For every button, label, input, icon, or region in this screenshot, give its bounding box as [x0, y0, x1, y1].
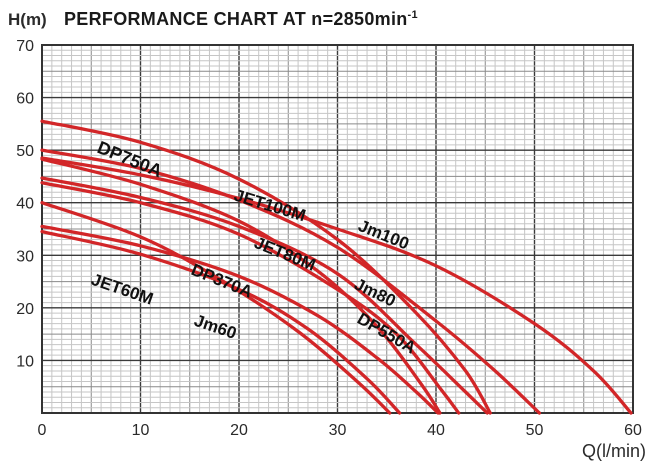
y-tick-label: 70 — [16, 38, 34, 55]
y-tick-label: 50 — [16, 143, 34, 160]
curve-DP750A — [40, 119, 492, 415]
y-tick-label: 20 — [16, 301, 34, 318]
curve-Jm60 — [40, 229, 402, 415]
x-tick-label: 30 — [329, 422, 347, 439]
curve-JET60M — [40, 224, 440, 415]
x-tick-label: 40 — [427, 422, 445, 439]
curve-Jm80 — [40, 181, 461, 415]
curve-JET80M — [40, 176, 489, 415]
x-tick-label: 20 — [230, 422, 248, 439]
curve-DP550A — [40, 157, 442, 415]
curve-label-Jm100: Jm100 — [356, 216, 412, 253]
curve-label-Jm60: Jm60 — [192, 311, 239, 343]
x-tick-label: 10 — [132, 422, 150, 439]
y-tick-label: 60 — [16, 91, 34, 108]
plot-border — [41, 44, 634, 414]
x-tick-label: 0 — [38, 422, 47, 439]
y-axis-unit-label: H(m) — [8, 10, 47, 29]
chart-header: H(m) PERFORMANCE CHART AT n=2850min-1 — [0, 4, 651, 34]
x-tick-label: 60 — [624, 422, 642, 439]
chart-title: PERFORMANCE CHART AT n=2850min-1 — [64, 9, 418, 30]
chart-title-exponent: -1 — [407, 9, 418, 21]
curve-Jm100 — [40, 156, 633, 415]
curve-labels: DP750AJET100MJm100JET80MJm80DP550ADP370A… — [89, 137, 419, 357]
y-tick-label: 40 — [16, 196, 34, 213]
y-tick-label: 10 — [16, 353, 34, 370]
y-tick-label: 30 — [16, 248, 34, 265]
curve-DP370A — [40, 201, 392, 415]
x-axis-unit-label: Q(l/min) — [582, 441, 646, 461]
x-tick-label: 50 — [526, 422, 544, 439]
axis-ticks: 10 20 30 40 50 60 70 0 10 20 30 40 50 60 — [16, 38, 642, 439]
curve-label-JET100M: JET100M — [232, 186, 308, 226]
pump-curves — [40, 119, 633, 415]
chart-title-text: PERFORMANCE CHART AT n=2850min — [64, 9, 408, 29]
curve-label-DP370A: DP370A — [189, 260, 256, 302]
curve-JET100M — [40, 148, 542, 415]
